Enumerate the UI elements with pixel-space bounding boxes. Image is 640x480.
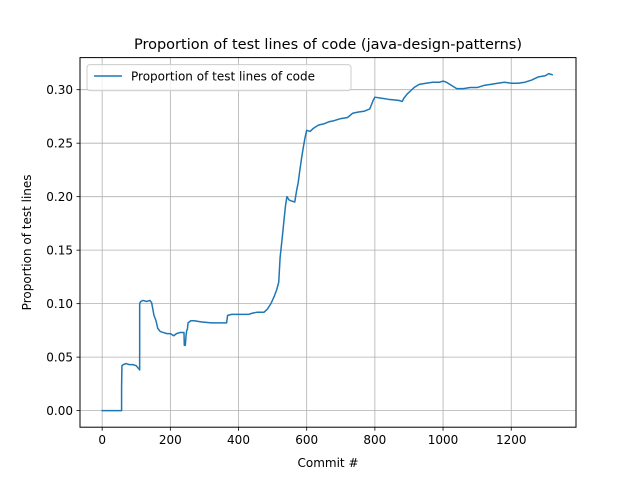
legend: Proportion of test lines of code — [86, 64, 352, 92]
y-tick-label: 0.25 — [46, 136, 73, 150]
x-tick-label: 200 — [159, 433, 182, 447]
chart-title: Proportion of test lines of code (java-d… — [134, 37, 522, 53]
x-tick-label: 600 — [295, 433, 318, 447]
series-layer — [101, 72, 554, 412]
x-tick-label: 1200 — [496, 433, 527, 447]
ticks: 0 200 400 600 800 1000 1200 0.00 0.05 0.10 0.15 0.2… — [46, 83, 526, 447]
y-tick-label: 0.30 — [46, 83, 73, 97]
y-tick-label: 0.20 — [46, 190, 73, 204]
x-tick-label: 400 — [227, 433, 250, 447]
plot-frame — [79, 57, 577, 428]
y-tick-label: 0.05 — [46, 350, 73, 364]
series-line — [101, 72, 554, 412]
x-axis-label: Commit # — [297, 456, 358, 470]
y-tick-label: 0.00 — [46, 404, 73, 418]
x-tick-label: 0 — [98, 433, 106, 447]
y-tick-label: 0.15 — [46, 243, 73, 257]
x-tick-label: 800 — [363, 433, 386, 447]
x-tick-label: 1000 — [428, 433, 459, 447]
y-axis-label: Proportion of test lines — [20, 174, 34, 310]
legend-entry-label: Proportion of test lines of code — [131, 70, 315, 84]
y-tick-label: 0.10 — [46, 297, 73, 311]
legend-box — [86, 64, 352, 92]
